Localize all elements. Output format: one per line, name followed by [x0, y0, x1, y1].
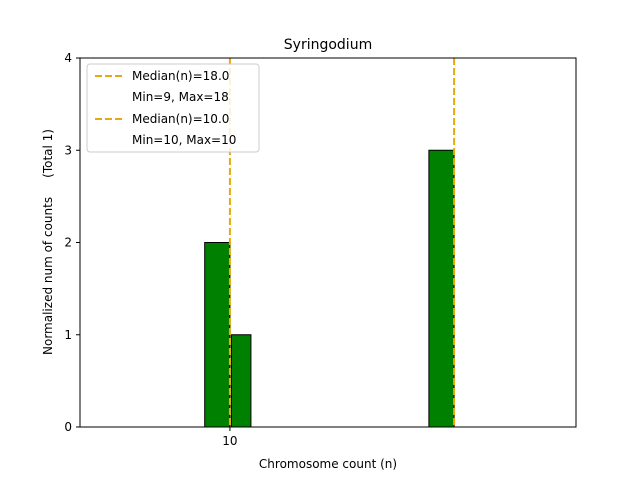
- y-axis-label: Normalized num of counts (Total 1): [41, 129, 55, 355]
- x-tick-label-0: 10: [222, 434, 237, 448]
- y-tick-label-1: 1: [64, 328, 72, 342]
- axes: 0 1 2 3 4 10: [64, 51, 577, 448]
- legend-range-label-0: Min=9, Max=18: [132, 90, 229, 104]
- y-tick-label-3: 3: [64, 143, 72, 157]
- y-tick-label-4: 4: [64, 51, 72, 65]
- legend: Median(n)=18.0 Min=9, Max=18 Median(n)=10.…: [86, 63, 260, 153]
- bar-2: [428, 149, 455, 428]
- bar-0: [204, 242, 231, 428]
- x-axis-label: Chromosome count (n): [259, 457, 397, 471]
- legend-median-label-1: Median(n)=10.0: [132, 112, 229, 126]
- bar-1: [230, 334, 252, 428]
- legend-median-label-0: Median(n)=18.0: [132, 69, 229, 83]
- y-tick-label-0: 0: [64, 420, 72, 434]
- legend-box: [86, 63, 260, 153]
- legend-range-label-1: Min=10, Max=10: [132, 133, 236, 147]
- y-tick-label-2: 2: [64, 236, 72, 250]
- chart-title: Syringodium: [284, 37, 372, 53]
